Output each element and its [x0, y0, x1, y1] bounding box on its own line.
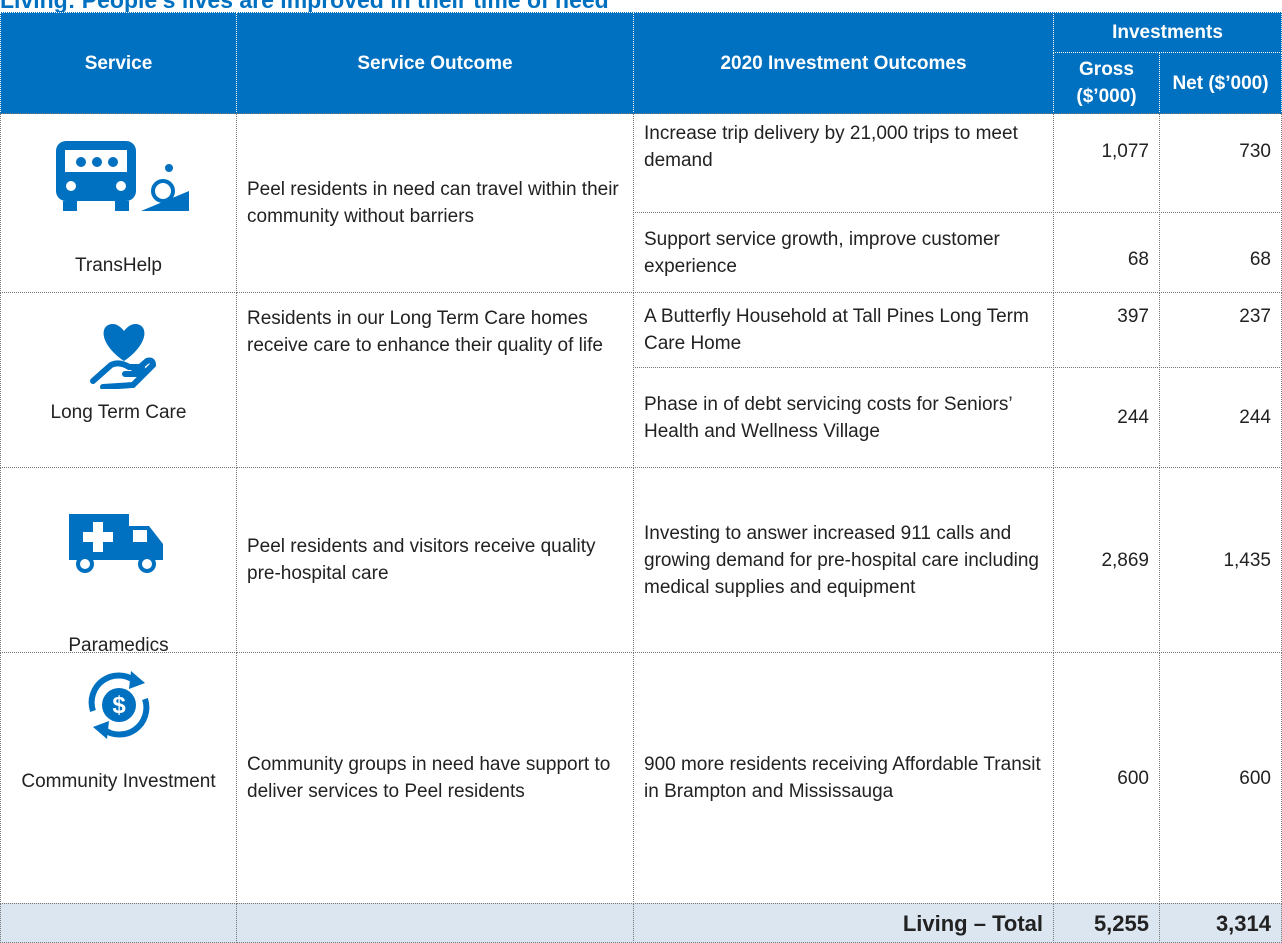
total-net: 3,314: [1159, 903, 1282, 943]
item-text: Phase in of debt servicing costs for Sen…: [633, 367, 1054, 468]
gross: 244: [1053, 367, 1160, 468]
ambulance-icon: [69, 514, 163, 573]
service-name: Community Investment: [21, 771, 216, 792]
service-name: Paramedics: [68, 635, 169, 656]
item-text: Investing to answer increased 911 calls …: [633, 467, 1054, 653]
total-blank: [0, 903, 237, 943]
header-service: Service: [0, 12, 237, 114]
item-text: 900 more residents receiving Affordable …: [633, 652, 1054, 904]
item-text: Support service growth, improve customer…: [633, 212, 1054, 293]
service-cell: Long Term Care: [0, 292, 237, 468]
service-cell: $ Community Investment: [0, 652, 237, 904]
care-icon: [90, 324, 157, 389]
svg-text:$: $: [112, 692, 126, 719]
gross: 68: [1053, 212, 1160, 293]
outcome: Community groups in need have support to…: [236, 652, 634, 904]
net: 244: [1159, 367, 1282, 468]
service-name: TransHelp: [75, 255, 162, 276]
header-net: Net ($’000): [1159, 52, 1282, 114]
title: Living: People's lives are improved in t…: [0, 0, 609, 13]
item-text: Increase trip delivery by 21,000 trips t…: [633, 113, 1054, 213]
net: 730: [1159, 113, 1282, 213]
service-name: Long Term Care: [50, 402, 187, 423]
service-cell: TransHelp: [0, 113, 237, 293]
gross: 600: [1053, 652, 1160, 904]
bus-icon: [56, 141, 189, 211]
header-outcome: Service Outcome: [236, 12, 634, 114]
header-investment-outcomes: 2020 Investment Outcomes: [633, 12, 1054, 114]
item-text: A Butterfly Household at Tall Pines Long…: [633, 292, 1054, 368]
header-gross: Gross ($’000): [1053, 52, 1160, 114]
net: 68: [1159, 212, 1282, 293]
gross: 2,869: [1053, 467, 1160, 653]
header-investments: Investments: [1053, 12, 1282, 53]
total-blank: [236, 903, 634, 943]
net: 1,435: [1159, 467, 1282, 653]
outcome: Peel residents and visitors receive qual…: [236, 467, 634, 653]
investment-icon: $: [88, 671, 150, 739]
gross: 1,077: [1053, 113, 1160, 213]
service-cell: Paramedics: [0, 467, 237, 656]
total-label: Living – Total: [633, 903, 1054, 943]
net: 600: [1159, 652, 1282, 904]
gross: 397: [1053, 292, 1160, 368]
net: 237: [1159, 292, 1282, 368]
outcome: Peel residents in need can travel within…: [236, 113, 634, 293]
outcome: Residents in our Long Term Care homes re…: [236, 292, 634, 468]
total-gross: 5,255: [1053, 903, 1160, 943]
